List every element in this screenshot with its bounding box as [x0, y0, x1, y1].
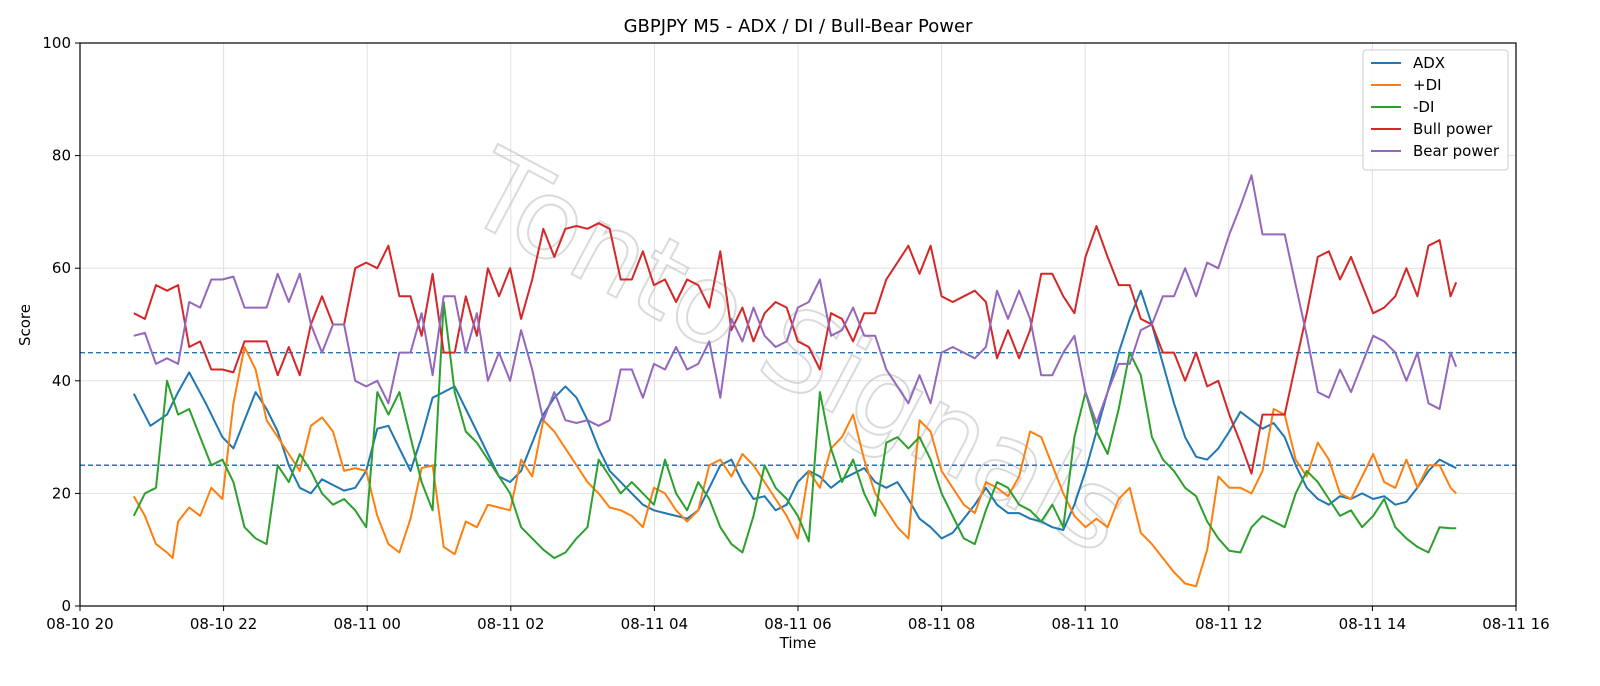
series-line--di [132, 346, 1457, 588]
x-axis-label: Time [779, 634, 817, 652]
chart-title: GBPJPY M5 - ADX / DI / Bull-Bear Power [624, 16, 973, 37]
x-tick-label: 08-11 02 [477, 615, 544, 633]
x-tick-label: 08-11 14 [1339, 615, 1406, 633]
x-tick-label: 08-11 16 [1482, 615, 1549, 633]
legend-label: +DI [1413, 76, 1442, 94]
series-line-bull-power [133, 222, 1458, 475]
y-axis-label: Score [16, 304, 34, 346]
legend-label: Bull power [1413, 120, 1493, 138]
series-layer [132, 174, 1458, 588]
series-line--di [132, 301, 1457, 560]
y-axis: 0 20 40 60 80 100 [42, 34, 80, 615]
x-axis: 08-10 20 08-10 22 08-11 00 08-11 02 08-11 04… [46, 606, 1550, 633]
x-tick-label: 08-11 08 [908, 615, 975, 633]
x-tick-label: 08-10 22 [190, 615, 257, 633]
reference-lines [80, 351, 1516, 466]
x-tick-label: 08-11 00 [333, 615, 400, 633]
y-tick-label: 100 [42, 34, 71, 52]
x-tick-label: 08-11 06 [764, 615, 831, 633]
x-tick-label: 08-11 10 [1051, 615, 1118, 633]
series-line-bear-power [133, 174, 1458, 427]
legend-label: ADX [1413, 54, 1445, 72]
x-tick-label: 08-11 12 [1195, 615, 1262, 633]
legend: ADX +DI -DI Bull power Bear power [1362, 49, 1509, 171]
legend-label: -DI [1413, 98, 1434, 116]
grid [79, 42, 1517, 607]
y-tick-label: 40 [52, 372, 71, 390]
legend-label: Bear power [1413, 142, 1500, 160]
x-tick-label: 08-11 04 [621, 615, 688, 633]
y-tick-label: 0 [61, 597, 71, 615]
legend-box [1362, 49, 1509, 171]
y-tick-label: 20 [52, 484, 71, 502]
y-tick-label: 60 [52, 259, 71, 277]
x-tick-label: 08-10 20 [46, 615, 113, 633]
y-tick-label: 80 [52, 147, 71, 165]
